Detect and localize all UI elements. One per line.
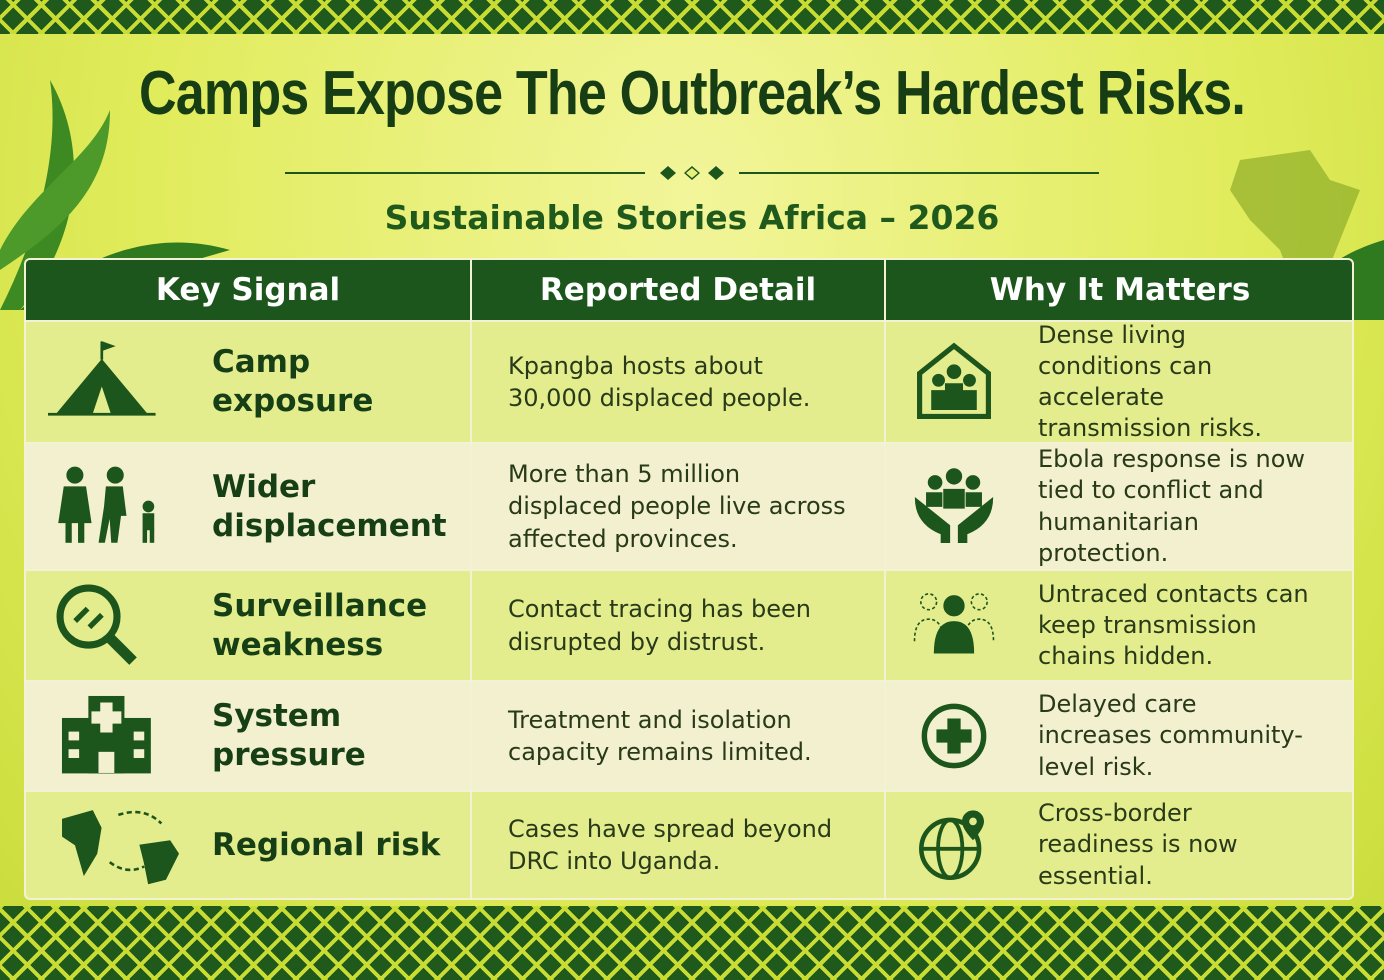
column-header: Reported Detail [472,260,884,320]
why-it-matters-text: Ebola response is now tied to conflict a… [1038,445,1306,567]
why-it-matters-text: Dense living conditions can accelerate t… [1038,320,1263,443]
subtitle: Sustainable Stories Africa – 2026 [384,198,1000,237]
signal-icon [48,341,156,416]
why-icon [914,468,994,544]
column-header: Key Signal [26,260,470,320]
key-signal-text: Wider displacement [212,468,447,544]
why-it-matters: Cross-border readiness is now essential. [886,792,1352,898]
reported-detail-text: Treatment and isolation capacity remains… [508,705,812,766]
key-signal-text: Camp exposure [212,344,374,419]
pattern-band [0,906,1384,980]
key-signal: Wider displacement [26,444,470,569]
reported-detail-text: More than 5 million displaced people liv… [508,459,846,553]
reported-detail: Treatment and isolation capacity remains… [472,682,884,790]
reported-detail: More than 5 million displaced people liv… [472,444,884,569]
pattern-band [0,0,1384,34]
reported-detail-text: Contact tracing has been disrupted by di… [508,595,811,656]
reported-detail: Cases have spread beyond DRC into Uganda… [472,792,884,898]
why-it-matters: Ebola response is now tied to conflict a… [886,444,1352,569]
why-icon [917,342,991,419]
why-it-matters-text: Delayed care increases community-level r… [1038,690,1303,781]
signal-icon [61,695,151,774]
why-icon [921,703,987,769]
key-signal-text: System pressure [212,698,366,773]
signal-icon [62,810,180,885]
signal-icon [58,466,155,543]
signal-icon [56,584,137,665]
divider [285,166,1099,180]
reported-detail-text: Kpangba hosts about 30,000 displaced peo… [508,351,811,412]
reported-detail: Kpangba hosts about 30,000 displaced peo… [472,322,884,442]
key-signal-text: Surveillance weakness [212,587,428,663]
key-signal: Regional risk [26,792,470,898]
key-signal-text: Regional risk [212,826,441,863]
title: Camps Expose The Outbreak’s Hardest Risk… [138,59,1246,128]
why-icon [913,593,995,654]
reported-detail-text: Cases have spread beyond DRC into Uganda… [508,814,833,875]
key-signal: Camp exposure [26,322,470,442]
why-it-matters-text: Untraced contacts can keep transmission … [1038,579,1309,671]
why-icon [919,810,985,880]
why-it-matters-text: Cross-border readiness is now essential. [1038,799,1238,890]
column-header: Why It Matters [886,260,1352,320]
reported-detail: Contact tracing has been disrupted by di… [472,571,884,680]
table: Key Signal Reported Detail Why It Matter… [24,258,1354,900]
